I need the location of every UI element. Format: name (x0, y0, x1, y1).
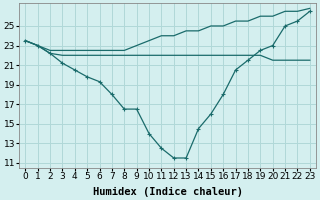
X-axis label: Humidex (Indice chaleur): Humidex (Indice chaleur) (92, 186, 243, 197)
